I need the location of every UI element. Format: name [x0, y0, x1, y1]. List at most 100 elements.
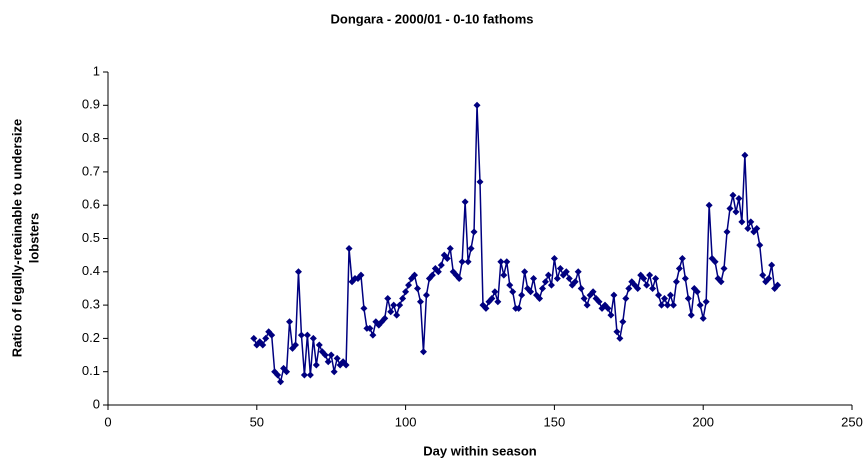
data-point [696, 301, 704, 309]
data-point [583, 301, 591, 309]
data-point [509, 288, 517, 296]
data-point [446, 244, 454, 252]
data-point [419, 348, 427, 356]
data-point [411, 271, 419, 279]
data-point [342, 361, 350, 369]
data-point [738, 218, 746, 226]
data-point [741, 151, 749, 159]
data-point [458, 258, 466, 266]
data-point [544, 271, 552, 279]
data-point [753, 225, 761, 233]
data-point [589, 288, 597, 296]
data-point [717, 278, 725, 286]
data-point [613, 328, 621, 336]
data-point [476, 178, 484, 186]
data-point [399, 294, 407, 302]
data-point [669, 301, 677, 309]
data-point [577, 284, 585, 292]
data-point [283, 368, 291, 376]
x-tick-label: 100 [395, 414, 417, 429]
data-point [387, 308, 395, 316]
data-point [649, 284, 657, 292]
data-point [503, 258, 511, 266]
data-point [366, 324, 374, 332]
data-point [643, 281, 651, 289]
data-point [521, 268, 529, 276]
data-point [625, 284, 633, 292]
data-point [553, 274, 561, 282]
y-axis-label-line: lobsters [26, 213, 41, 264]
data-point [655, 291, 663, 299]
data-point [759, 271, 767, 279]
data-point [562, 268, 570, 276]
data-point [396, 301, 404, 309]
y-axis-label: Ratio of legally-retainable to undersize… [9, 119, 41, 357]
data-point [661, 294, 669, 302]
data-point [434, 268, 442, 276]
data-point [333, 354, 341, 362]
data-point [678, 254, 686, 262]
data-point [300, 371, 308, 379]
y-axis-label-line: Ratio of legally-retainable to undersize [9, 119, 24, 357]
data-point [500, 271, 508, 279]
data-point [607, 311, 615, 319]
data-point [574, 268, 582, 276]
y-tick-label: 0.4 [82, 263, 100, 278]
data-point [390, 301, 398, 309]
data-point [726, 205, 734, 213]
data-point [672, 278, 680, 286]
y-tick-label: 0.3 [82, 297, 100, 312]
data-point [309, 334, 317, 342]
data-point [565, 274, 573, 282]
data-point [538, 284, 546, 292]
data-point [467, 244, 475, 252]
data-point [488, 294, 496, 302]
data-point [369, 331, 377, 339]
data-point [294, 268, 302, 276]
data-point [259, 341, 267, 349]
data-point [536, 294, 544, 302]
data-point [744, 225, 752, 233]
data-point [616, 334, 624, 342]
data-point [491, 288, 499, 296]
data-point [658, 301, 666, 309]
data-point [634, 284, 642, 292]
data-point [699, 314, 707, 322]
data-point [297, 331, 305, 339]
data-point [262, 334, 270, 342]
x-tick-label: 0 [104, 414, 111, 429]
y-tick-label: 0.6 [82, 197, 100, 212]
data-point [663, 301, 671, 309]
y-tick-label: 0.9 [82, 97, 100, 112]
data-point [482, 304, 490, 312]
chart-title: Dongara - 2000/01 - 0-10 fathoms [330, 11, 533, 26]
data-point [550, 254, 558, 262]
data-point [675, 264, 683, 272]
data-point [277, 378, 285, 386]
y-tick-label: 0.2 [82, 330, 100, 345]
y-tick-label: 0 [93, 396, 100, 411]
series-line [253, 105, 779, 385]
data-point [393, 311, 401, 319]
data-point [527, 288, 535, 296]
data-point [774, 281, 782, 289]
data-point [291, 341, 299, 349]
y-tick-label: 0.8 [82, 130, 100, 145]
data-point [402, 288, 410, 296]
data-point [556, 264, 564, 272]
data-point [321, 351, 329, 359]
data-point [571, 278, 579, 286]
data-point [684, 294, 692, 302]
data-point [357, 271, 365, 279]
data-point [250, 334, 258, 342]
data-point [666, 291, 674, 299]
data-point [497, 258, 505, 266]
data-point [693, 288, 701, 296]
data-point [306, 371, 314, 379]
data-point [619, 318, 627, 326]
data-point [610, 291, 618, 299]
y-tick-label: 1 [93, 63, 100, 78]
data-point [622, 294, 630, 302]
data-point [506, 281, 514, 289]
data-point [768, 261, 776, 269]
